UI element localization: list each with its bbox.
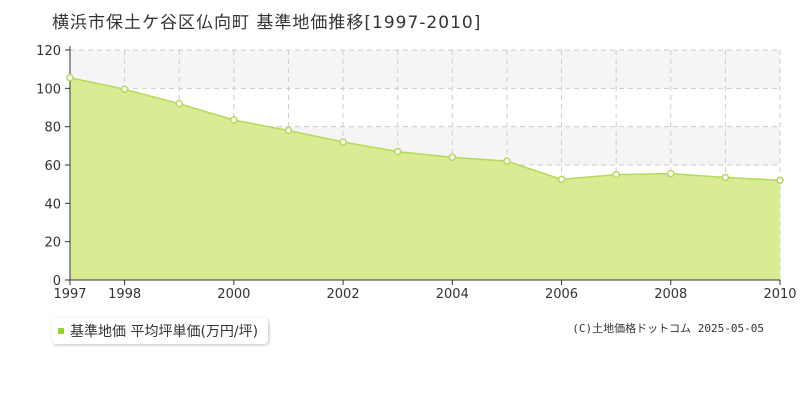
data-point [230,116,238,124]
data-markers [66,74,784,185]
series-area [70,77,780,281]
y-tick-label: 20 [44,236,61,251]
y-tick-label: 60 [44,159,61,174]
tick-labels: 0 20 40 60 80 100 120 1997 1998 2000 2002 2004 2006 2… [36,44,796,302]
chart-title: 横浜市保土ケ谷区仏向町 基準地価推移[1997-2010] [52,13,482,33]
data-point [66,74,74,82]
area-layer [69,77,781,281]
x-tick-label: 1998 [108,287,141,302]
y-tick-label: 100 [36,82,61,97]
data-point [120,85,129,94]
background-band [70,50,780,89]
y-tick-label: 120 [36,44,61,59]
y-tick-label: 0 [53,274,61,289]
legend-swatch [58,328,64,334]
data-point [393,147,402,156]
series-line [69,77,781,182]
data-point [339,138,347,146]
copyright-text: (C)土地価格ドットコム 2025-05-05 [572,322,764,335]
data-point [612,170,620,179]
x-tick-label: 2010 [763,287,796,302]
x-tick-label: 2002 [327,287,360,302]
x-tick-label: 2004 [436,287,469,302]
data-point [776,176,784,185]
data-point [667,169,675,178]
legend-label: 基準地価 平均坪単価(万円/坪) [70,324,259,340]
x-tick-label: 2006 [545,287,578,302]
legend: 基準地価 平均坪単価(万円/坪) [52,318,269,344]
data-point [557,175,566,184]
y-tick-label: 40 [44,197,61,212]
data-point [448,153,457,162]
data-point [503,157,511,165]
x-tick-label: 2000 [217,287,250,302]
data-point [721,173,730,182]
y-tick-label: 80 [44,121,61,136]
x-tick-label: 2008 [654,287,687,302]
data-point [175,99,183,108]
x-tick-label: 1997 [53,287,86,302]
data-point [284,126,293,135]
axes [65,46,781,285]
